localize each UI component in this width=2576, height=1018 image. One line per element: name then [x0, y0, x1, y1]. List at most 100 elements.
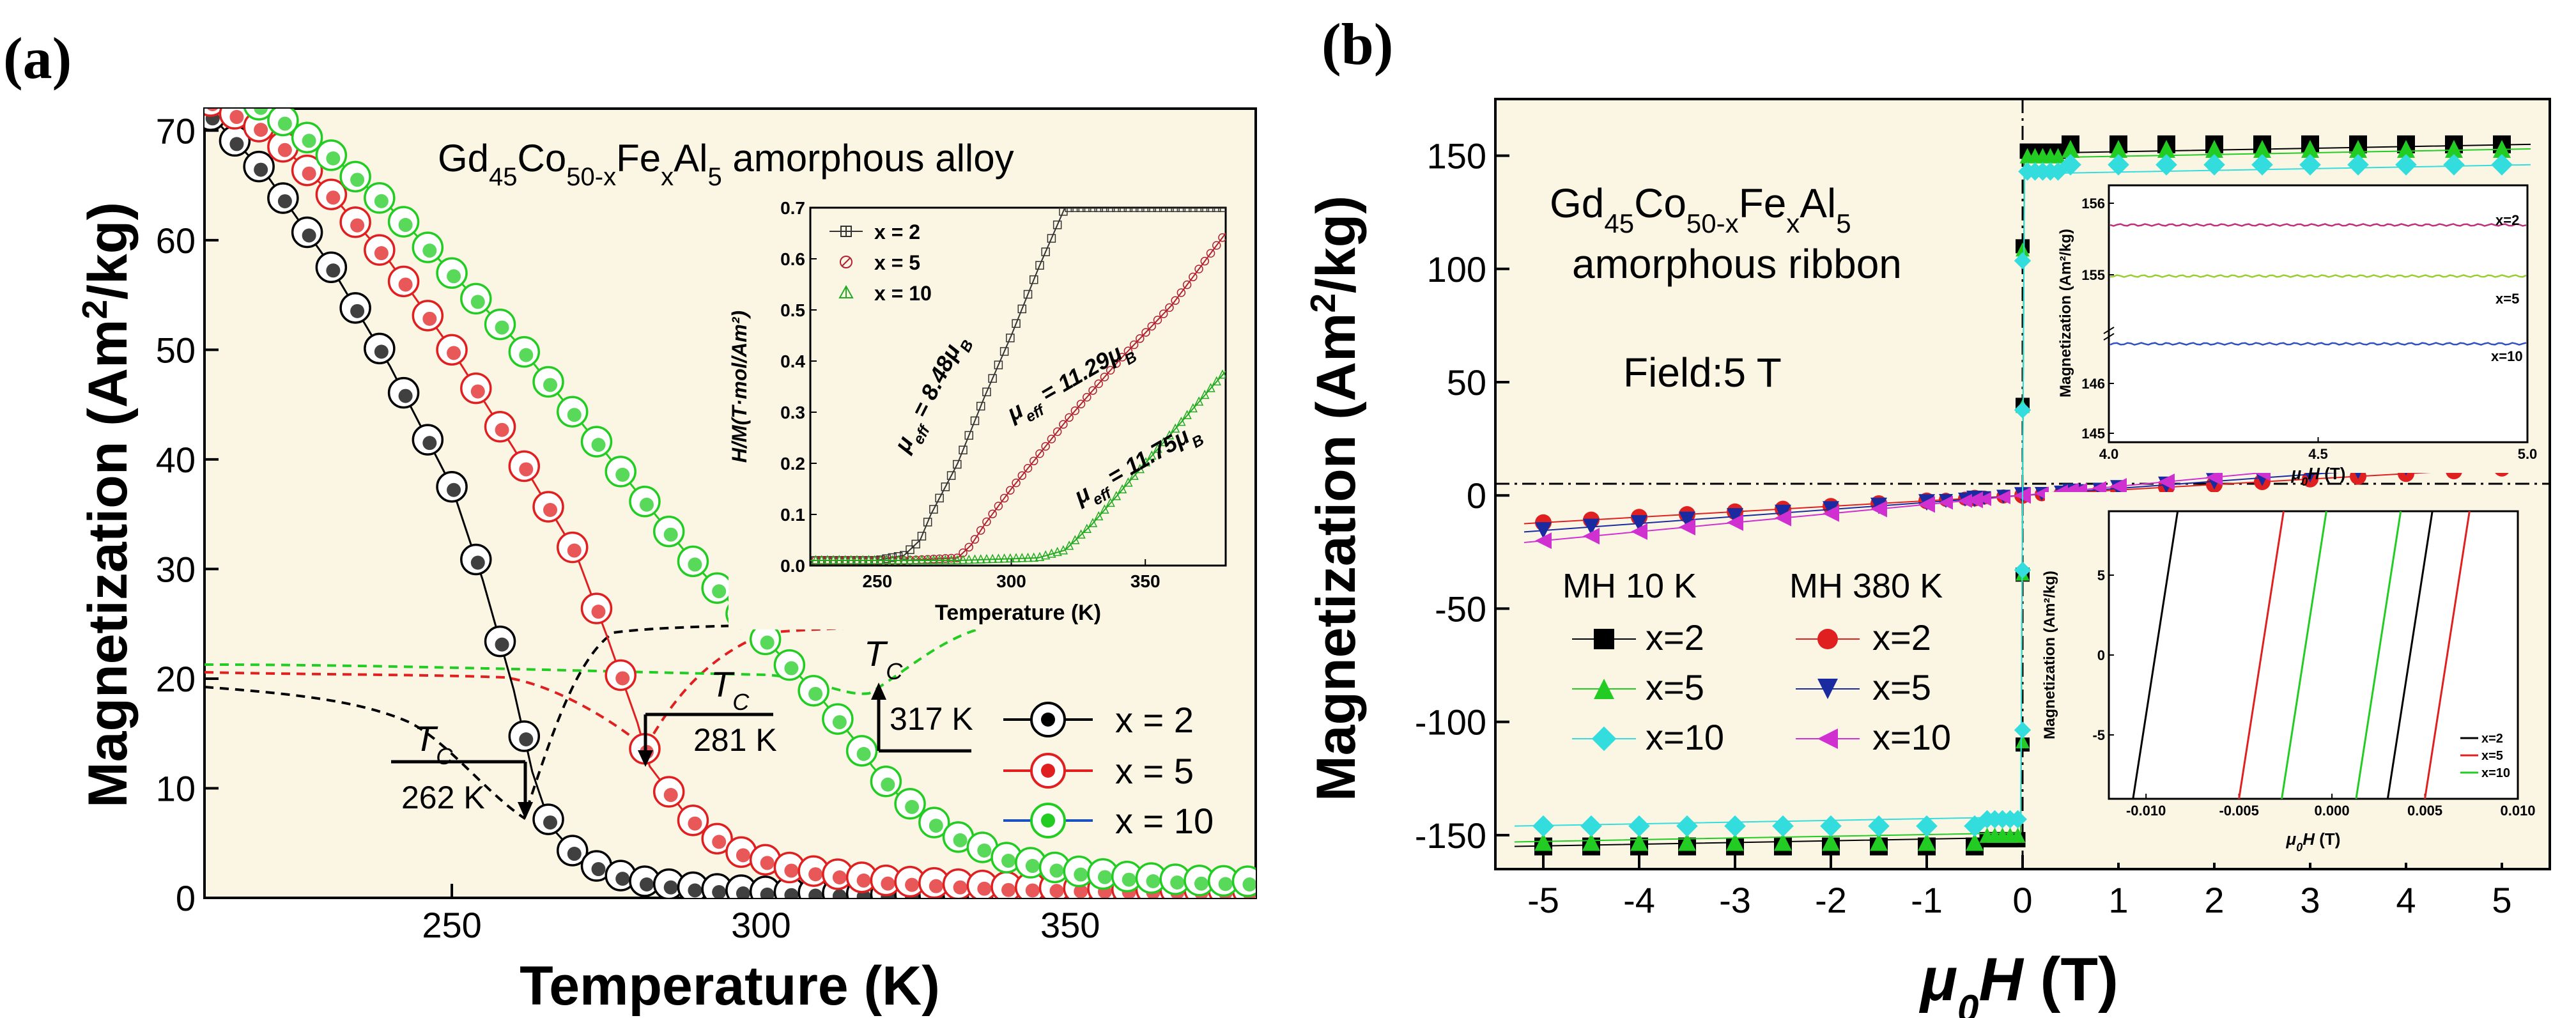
b-marker-10K: [1628, 815, 1650, 837]
ai-marker: [959, 445, 968, 454]
bt-xtick-label: 4.0: [2099, 446, 2119, 462]
a-marker-dot: [1074, 884, 1088, 898]
ai-marker: [946, 553, 956, 563]
ai-marker: [1136, 334, 1145, 343]
a-marker-dot: [277, 116, 292, 131]
a-marker-dot: [639, 877, 654, 891]
ai-marker: [1171, 296, 1180, 305]
b-marker-10K: [1916, 815, 1938, 837]
b-marker-10K: [1822, 833, 1840, 851]
ai-marker: [934, 555, 945, 564]
a-marker-dot: [254, 123, 268, 137]
panel-a-label: (a): [3, 26, 72, 91]
ai-marker: [953, 553, 962, 562]
tc-label-281: 281 K: [693, 722, 777, 758]
inset-b-top-ylabel: Magnetization (Am²/kg): [2057, 229, 2074, 397]
ai-marker: [1012, 478, 1021, 488]
ai-marker: [976, 526, 985, 535]
ai-marker: [1058, 545, 1068, 555]
b-xtick-label: -4: [1623, 880, 1655, 920]
ai-marker: [1023, 552, 1033, 562]
b-marker-10K: [1532, 815, 1554, 837]
a-marker-dot: [398, 389, 413, 403]
ai-marker: [858, 555, 868, 564]
a-marker-dot: [760, 856, 775, 870]
ai-marker: [1176, 288, 1186, 297]
ai-ytick-label: 0.2: [780, 454, 805, 474]
ai-marker: [982, 553, 992, 564]
bb-line-0: [2386, 511, 2433, 799]
ai-marker: [970, 416, 980, 426]
b-ytick-label: 100: [1427, 249, 1486, 289]
ai-marker: [1029, 456, 1038, 466]
a-marker-dot: [591, 438, 606, 452]
a-marker-dot: [374, 246, 389, 261]
ai-marker: [1011, 553, 1021, 562]
b-marker-10K: [1630, 833, 1648, 851]
inset-b-top-lines: [2109, 223, 2527, 346]
ai-marker: [864, 555, 874, 564]
a-marker-dot: [808, 888, 823, 898]
b-marker-380K: [1631, 523, 1647, 540]
panel-b-ylabel: Magnetization (Am2/kg): [1303, 196, 1367, 801]
ai-marker: [1006, 334, 1015, 343]
a-marker-dot: [350, 304, 365, 318]
b-xtick-label: 0: [2012, 880, 2032, 920]
ai-marker: [1194, 396, 1204, 406]
bb-ytick-label: 0: [2097, 647, 2105, 663]
ai-marker: [1159, 309, 1168, 318]
ai-marker: [1159, 436, 1168, 447]
b-marker-10K: [1870, 833, 1888, 851]
ai-marker: [1012, 319, 1021, 328]
a-marker-dot: [953, 833, 968, 847]
bt-xtick-label: 4.5: [2308, 446, 2328, 462]
inset-b-bottom-legend: x=2 x=5 x=10: [2460, 732, 2510, 780]
ai-marker: [1212, 241, 1221, 250]
legend-b-10K-x10: x=10: [1646, 717, 1724, 757]
b-marker-10K: [1534, 833, 1552, 851]
a-marker-dot: [398, 218, 413, 233]
b-marker-10K: [2347, 153, 2369, 176]
b-marker-10K: [1918, 833, 1936, 851]
ai-marker: [1129, 340, 1139, 350]
a-ytick-label: 60: [156, 220, 196, 261]
a-ytick-label: 0: [176, 878, 196, 918]
legend-a-x5-label: x = 5: [1115, 751, 1194, 791]
ai-xtick-label: 250: [862, 571, 892, 591]
a-marker-dot: [688, 557, 702, 572]
ai-marker: [1029, 275, 1038, 284]
b-ytick-label: 150: [1427, 136, 1486, 176]
ai-ytick-label: 0.6: [780, 249, 805, 269]
inset-b-bottom-legend-x5: x=5: [2481, 749, 2503, 763]
a-marker-dot: [495, 637, 509, 652]
ai-marker: [1118, 353, 1127, 362]
b-marker-10K: [1678, 833, 1696, 851]
a-marker-dot: [808, 867, 823, 882]
b-marker-380K: [2092, 481, 2106, 495]
ai-marker: [1088, 386, 1097, 395]
ai-xtick-label: 350: [1130, 571, 1161, 591]
b-marker-10K: [2397, 139, 2415, 158]
bb-line-2: [2355, 511, 2402, 799]
b-marker-10K: [2491, 153, 2513, 176]
ai-marker: [1083, 208, 1091, 212]
a-marker-ring: [196, 65, 226, 94]
ai-marker: [1165, 208, 1174, 212]
b-xtick-label: -2: [1815, 880, 1847, 920]
b-marker-380K: [1631, 515, 1647, 532]
ai-marker: [1206, 249, 1215, 258]
legend-b-header-380K: MH 380 K: [1789, 567, 1943, 605]
inset-a-legend-x2: x = 2: [874, 220, 920, 243]
a-marker-dot: [736, 848, 750, 863]
ai-marker: [999, 347, 1009, 356]
a-marker-dot: [567, 847, 582, 861]
ai-marker: [1159, 208, 1168, 212]
b-marker-10K: [2299, 153, 2321, 176]
panel-b-legend-entries: [1572, 629, 1860, 752]
ai-marker: [994, 553, 1003, 563]
inset-a-legend: x = 2 x = 5 x = 10: [829, 220, 932, 305]
b-marker-380K: [1996, 490, 2010, 505]
b-marker-10K: [2016, 242, 2030, 257]
a-marker-dot: [277, 194, 292, 208]
